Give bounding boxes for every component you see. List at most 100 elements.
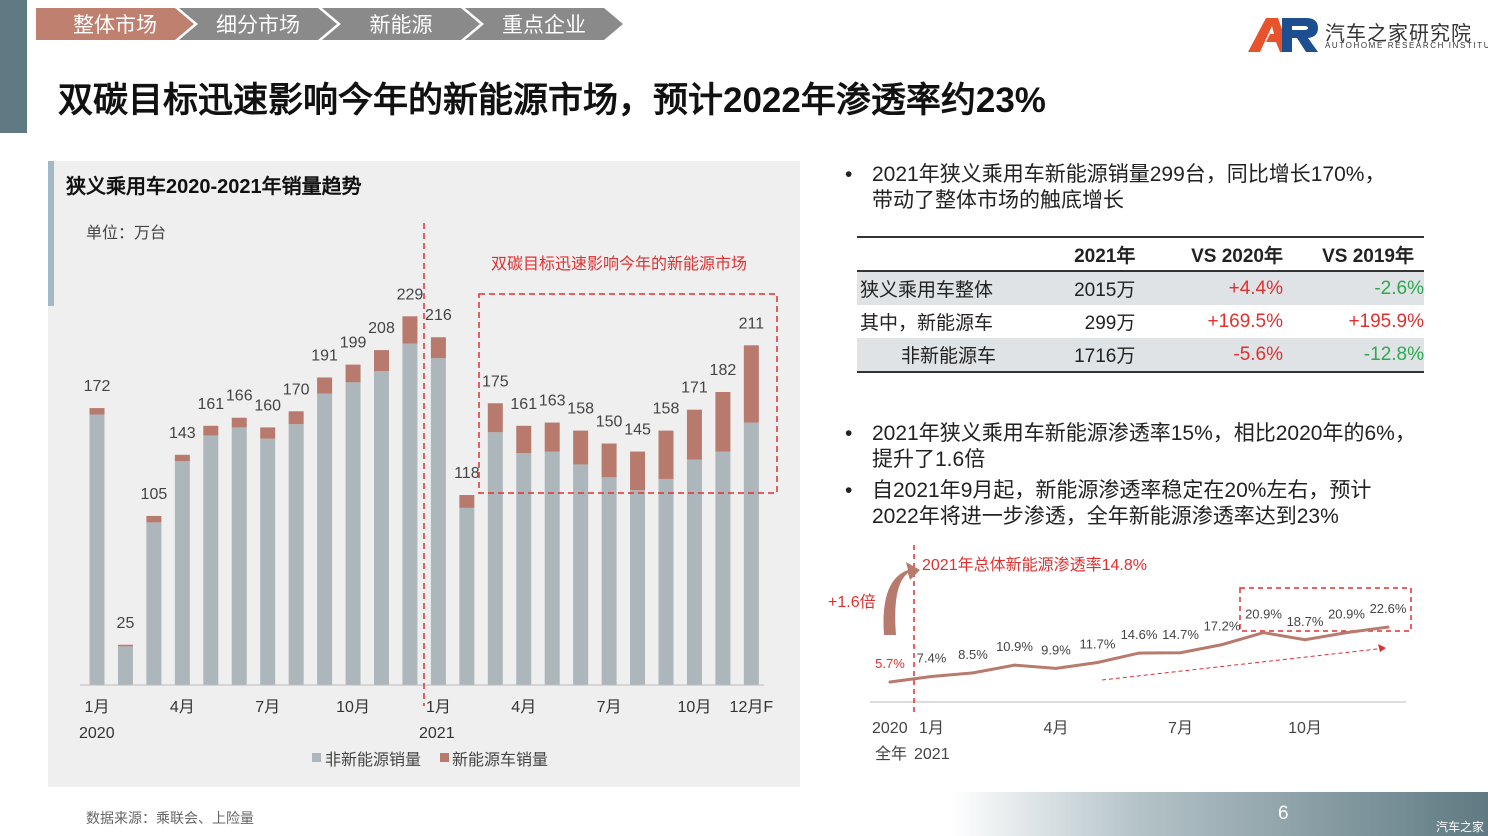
line-data-label: 22.6%: [1370, 601, 1407, 616]
year-label-2021: 2021: [419, 725, 455, 742]
bullet-2-line-2: 提升了1.6倍: [872, 448, 986, 471]
bar-non-nev-2021-4: [516, 453, 532, 685]
table-row: 狭义乘用车整体 2015万 +4.4% -2.6%: [857, 271, 1424, 305]
bar-total-label: 161: [510, 396, 537, 413]
bar-nev-2021-1: [430, 337, 446, 359]
bar-nev-2020-3: [146, 515, 162, 523]
line-data-label: 14.7%: [1162, 627, 1199, 642]
bar-non-nev-2021-12F: [743, 422, 759, 685]
bar-nev-2021-11: [715, 391, 731, 452]
bar-nev-2020-8: [288, 411, 304, 425]
cell-vs2019: -2.6%: [1293, 271, 1424, 305]
table-row: 非新能源车 1716万 -5.6% -12.8%: [857, 338, 1424, 373]
line-data-label: 11.7%: [1080, 637, 1116, 652]
bar-non-nev-2021-5: [544, 451, 560, 685]
bar-nev-2021-8: [630, 451, 646, 491]
legend-swatch-nev: [440, 753, 449, 762]
bar-non-nev-2021-1: [430, 358, 446, 685]
bar-nev-2021-9: [658, 430, 674, 479]
x-tick-label: 7月: [597, 699, 622, 716]
line-data-label: 14.6%: [1121, 627, 1158, 642]
bar-nev-2021-3: [487, 403, 503, 433]
logo-text-en: AUTOHOME RESEARCH INSTITUTE: [1325, 41, 1488, 50]
line-point: [1386, 625, 1390, 629]
page-title: 双碳目标迅速影响今年的新能源市场，预计2022年渗透率约23%: [58, 81, 1046, 120]
bar-nev-2020-11: [374, 350, 389, 372]
bullet-3-line-1: 自2021年9月起，新能源渗透率稳定在20%左右，预计: [872, 479, 1372, 502]
tab-segment-market[interactable]: 细分市场: [179, 8, 337, 40]
legend-non-nev: 非新能源销量: [325, 751, 421, 769]
bar-total-label: 175: [482, 373, 509, 390]
cell-2021: 299万: [1084, 313, 1136, 334]
footer-band: [950, 792, 1488, 836]
bar-non-nev-2021-11: [715, 451, 731, 685]
line-point: [971, 671, 975, 675]
bar-non-nev-2021-8: [630, 490, 646, 685]
bar-nev-2021-10: [686, 409, 702, 460]
bullet-2-line-1: 2021年狭义乘用车新能源渗透率15%，相比2020年的6%，: [872, 422, 1416, 445]
chart-title: 狭义乘用车2020-2021年销量趋势: [66, 176, 362, 198]
bar-non-nev-2021-3: [487, 432, 503, 685]
tab-label: 新能源: [369, 14, 433, 37]
x-tick-label: 10月: [678, 699, 712, 716]
line-point: [888, 680, 892, 684]
highlight-box: [1239, 587, 1412, 632]
bar-non-nev-2021-7: [601, 477, 617, 685]
bar-total-label: 161: [197, 396, 224, 413]
tab-key-companies[interactable]: 重点企业: [465, 8, 623, 40]
line-data-label: 7.4%: [917, 650, 947, 665]
cell-vs2020: -5.6%: [1149, 338, 1294, 373]
bar-total-label: 25: [117, 615, 135, 632]
bar-non-nev-2021-9: [658, 478, 674, 685]
bar-total-label: 158: [653, 401, 680, 418]
x-tick-label: 10月: [1288, 720, 1322, 737]
line-point: [1137, 651, 1141, 655]
line-point: [1220, 643, 1224, 647]
bar-nev-2020-7: [260, 427, 276, 439]
bullet-3-line-2: 2022年将进一步渗透，全年新能源渗透率达到23%: [872, 505, 1339, 528]
cell-vs2020: +169.5%: [1207, 310, 1284, 332]
x-label-full-year: 全年: [875, 745, 907, 763]
bar-non-nev-2020-7: [260, 438, 276, 685]
bar-total-label: 150: [596, 414, 623, 431]
bar-total-label: 208: [368, 320, 395, 337]
line-data-label: 18.7%: [1287, 614, 1324, 629]
chart-annotation: 双碳目标迅速影响今年的新能源市场: [491, 255, 747, 273]
bar-total-label: 172: [84, 378, 111, 395]
x-tick-label: 4月: [170, 699, 195, 716]
x-tick-label: 12月F: [730, 699, 774, 716]
line-point: [1262, 631, 1265, 635]
x-tick-label: 7月: [1168, 720, 1193, 737]
bar-total-label: 170: [283, 381, 310, 398]
bar-nev-2020-1: [89, 408, 105, 415]
line-data-label: 17.2%: [1204, 619, 1241, 634]
bar-non-nev-2020-9: [317, 393, 333, 685]
trend-arrowhead-icon: [1378, 644, 1386, 652]
line-data-label: 9.9%: [1041, 642, 1071, 657]
growth-arrow-icon: [883, 562, 920, 635]
bar-total-label: 199: [340, 335, 367, 352]
cell-2021: 2015万: [995, 271, 1150, 305]
tab-new-energy[interactable]: 新能源: [322, 8, 480, 40]
x-tick-label: 4月: [1044, 720, 1069, 737]
bar-total-label: 211: [739, 315, 765, 332]
bar-total-label: 118: [454, 465, 480, 482]
tab-overall-market[interactable]: 整体市场: [36, 8, 194, 40]
x-tick-label: 1月: [426, 699, 451, 716]
line-data-label: 10.9%: [996, 639, 1033, 654]
row-label: 非新能源车: [857, 338, 996, 373]
bar-total-label: 229: [397, 286, 424, 303]
line-point: [930, 674, 933, 678]
line-point: [1179, 651, 1182, 655]
panel-accent-bar: [48, 161, 54, 306]
bar-nev-2020-6: [231, 417, 247, 428]
highlight-box: [478, 293, 778, 494]
data-source: 数据来源：乘联会、上险量: [86, 810, 254, 826]
cell-vs2019: -12.8%: [1293, 338, 1424, 373]
bar-non-nev-2020-12: [402, 343, 418, 685]
bar-nev-2021-12F: [743, 345, 759, 423]
bar-nev-2021-2: [459, 495, 475, 508]
cell-2021: 1716万: [995, 338, 1150, 373]
autohome-logo-icon: [1248, 18, 1318, 52]
bar-non-nev-2021-6: [573, 464, 589, 685]
